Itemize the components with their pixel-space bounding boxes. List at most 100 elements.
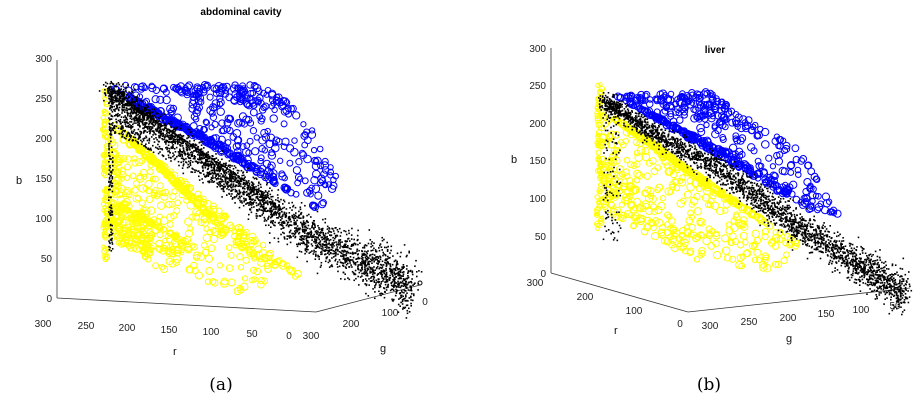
scatter-point: [314, 247, 317, 249]
scatter-point: [108, 169, 111, 171]
scatter-point: [160, 130, 162, 132]
scatter-point: [214, 177, 216, 179]
scatter-point: [108, 177, 111, 179]
scatter-point: [153, 141, 156, 143]
scatter-point: [168, 116, 176, 124]
scatter-point: [345, 253, 348, 255]
scatter-point: [289, 241, 292, 244]
scatter-point: [299, 243, 301, 246]
scatter-point: [116, 115, 119, 118]
scatter-point: [329, 234, 331, 236]
scatter-point: [183, 152, 186, 155]
scatter-point: [308, 213, 310, 216]
scatter-point: [304, 243, 306, 246]
scatter-point: [139, 112, 142, 114]
scatter-point: [123, 101, 125, 103]
scatter-point: [328, 249, 330, 252]
scatter-point: [101, 153, 107, 158]
scatter-point: [300, 212, 302, 215]
scatter-point: [366, 252, 369, 255]
scatter-point: [146, 113, 148, 116]
scatter-point: [109, 127, 111, 130]
scatter-point: [149, 111, 152, 114]
scatter-point: [234, 141, 242, 149]
scatter-point: [270, 201, 272, 203]
scatter-point: [182, 172, 185, 175]
scatter-point: [324, 246, 327, 248]
scatter-point: [291, 201, 293, 204]
scatter-point: [128, 103, 130, 105]
scatter-point: [372, 249, 374, 252]
scatter-point: [152, 151, 155, 154]
scatter-point: [203, 157, 206, 159]
scatter-point: [365, 284, 368, 287]
scatter-point: [315, 238, 318, 241]
scatter-point: [357, 268, 359, 270]
scatter-point: [226, 180, 229, 183]
scatter-point: [311, 250, 313, 252]
scatter-point: [156, 231, 164, 239]
scatter-point: [237, 192, 239, 195]
scatter-point: [188, 142, 191, 145]
scatter-point: [363, 252, 365, 255]
scatter-point: [208, 181, 210, 184]
scatter-point: [198, 175, 200, 178]
scatter-point: [318, 200, 327, 209]
scatter-point: [111, 248, 114, 250]
scatter-point: [375, 283, 377, 286]
scatter-point: [134, 117, 137, 120]
scatter-point: [206, 152, 208, 154]
scatter-point: [395, 266, 397, 269]
scatter-point: [197, 170, 199, 173]
scatter-point: [378, 267, 380, 270]
scatter-point: [144, 179, 153, 189]
scatter-point: [200, 162, 202, 164]
scatter-point: [132, 179, 140, 187]
tick-label: 200: [35, 134, 52, 145]
scatter-point: [170, 212, 178, 220]
scatter-point: [302, 220, 305, 222]
scatter-point: [235, 153, 242, 160]
scatter-point: [147, 125, 150, 128]
scatter-point: [156, 107, 165, 116]
scatter-point: [320, 161, 330, 170]
scatter-point: [216, 170, 219, 172]
scatter-point: [194, 171, 196, 173]
scatter-point: [286, 159, 294, 167]
scatter-point: [108, 86, 110, 89]
scatter-point: [135, 115, 138, 117]
scatter-point: [179, 149, 181, 152]
scatter-point: [104, 92, 107, 95]
scatter-point: [128, 216, 136, 224]
scatter-point: [202, 161, 204, 164]
scatter-point: [398, 268, 401, 270]
scatter-point: [348, 266, 351, 268]
scatter-point: [142, 132, 145, 134]
scatter-point: [411, 278, 413, 280]
scatter-point: [346, 250, 349, 253]
scatter-point: [228, 177, 231, 180]
scatter-point: [273, 224, 275, 226]
scatter-point: [250, 204, 253, 206]
scatter-point: [167, 154, 170, 157]
scatter-point: [108, 142, 111, 145]
scatter-point: [249, 99, 257, 107]
scatter-point: [156, 121, 158, 124]
scatter-point: [183, 91, 191, 99]
scatter-point: [121, 121, 124, 123]
scatter-point: [391, 273, 393, 276]
scatter-point: [391, 281, 394, 283]
scatter-point: [324, 240, 326, 242]
scatter-point: [305, 251, 308, 253]
scatter-point: [155, 161, 164, 170]
scatter-point: [129, 117, 132, 120]
scatter-point: [214, 140, 222, 148]
scatter-point: [244, 185, 246, 187]
scatter-point: [305, 238, 307, 240]
scatter-point: [185, 157, 187, 160]
scatter-point: [257, 255, 265, 263]
scatter-point: [259, 203, 262, 205]
scatter-point: [386, 279, 389, 281]
scatter-point: [225, 182, 227, 184]
scatter-point: [191, 155, 194, 157]
